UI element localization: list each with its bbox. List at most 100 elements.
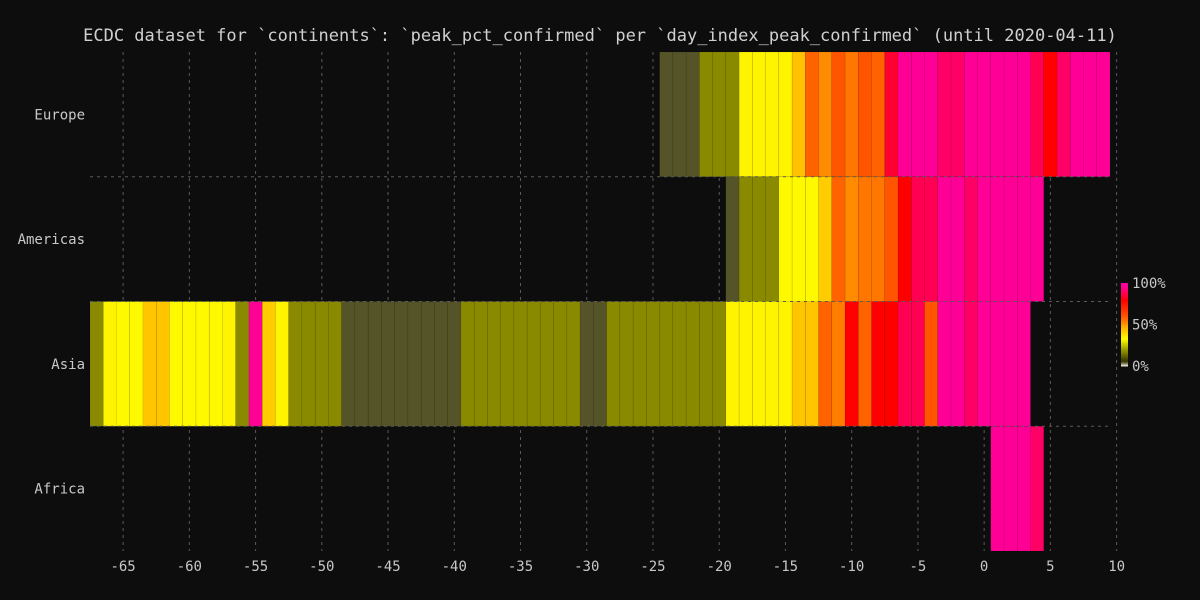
heatmap-cell — [1016, 301, 1031, 427]
heatmap-cell — [526, 301, 541, 427]
heatmap-cells — [89, 51, 1111, 552]
x-tick-label: 5 — [1046, 559, 1054, 575]
y-tick-label: Americas — [18, 232, 85, 248]
colorbar-swatch — [1121, 354, 1128, 357]
heatmap-cell — [222, 301, 237, 427]
heatmap-cell — [990, 425, 1005, 552]
colorbar-swatch — [1121, 313, 1128, 316]
heatmap-cell — [129, 301, 144, 427]
heatmap-cell — [950, 176, 965, 302]
heatmap-cell — [420, 301, 435, 427]
heatmap-cell — [990, 301, 1005, 427]
heatmap-cell — [778, 51, 793, 178]
colorbar-swatch — [1121, 328, 1128, 331]
heatmap-cell — [89, 301, 104, 427]
colorbar-swatch — [1121, 306, 1128, 309]
heatmap-cell — [884, 301, 899, 427]
colorbar-swatch — [1121, 353, 1128, 356]
heatmap-cell — [553, 301, 568, 427]
heatmap-cell — [1003, 176, 1018, 302]
heatmap-cell — [513, 301, 528, 427]
heatmap-cell — [963, 51, 978, 178]
heatmap-cell — [341, 301, 356, 427]
heatmap-cell — [884, 51, 899, 178]
heatmap-cell — [593, 301, 607, 427]
heatmap-cell — [447, 301, 462, 427]
colorbar-swatch — [1121, 323, 1128, 325]
heatmap-cell — [500, 301, 515, 427]
heatmap-cell — [791, 176, 806, 302]
heatmap-cell — [685, 51, 700, 178]
colorbar-swatch — [1121, 348, 1128, 350]
heatmap-cell — [712, 51, 727, 178]
heatmap-cell — [394, 301, 409, 427]
colorbar-swatch — [1121, 283, 1128, 285]
x-tick-label: -5 — [909, 559, 926, 575]
heatmap-cell — [261, 301, 276, 427]
heatmap-cell — [752, 301, 766, 427]
heatmap-cell — [646, 301, 660, 427]
heatmap-cell — [937, 51, 952, 178]
colorbar-swatch — [1121, 299, 1128, 302]
colorbar-swatch — [1121, 363, 1128, 366]
heatmap-cell — [275, 301, 290, 427]
heatmap-cell — [169, 301, 184, 427]
colorbar-swatch — [1121, 334, 1128, 337]
colorbar-swatch — [1121, 305, 1128, 308]
heatmap-cell — [818, 176, 833, 302]
colorbar-swatch — [1121, 294, 1128, 296]
heatmap-cell — [738, 301, 753, 427]
colorbar-swatch — [1121, 350, 1128, 353]
colorbar-swatch — [1121, 300, 1128, 303]
heatmap-cell — [765, 51, 780, 178]
colorbar-swatch — [1121, 287, 1128, 290]
heatmap-cell — [725, 301, 740, 427]
heatmap-cell — [672, 301, 687, 427]
colorbar-swatch — [1121, 284, 1128, 287]
colorbar-swatch — [1121, 285, 1128, 288]
x-tick-label: 10 — [1108, 559, 1125, 575]
heatmap-cell — [818, 51, 833, 178]
x-tick-label: -25 — [640, 559, 665, 575]
colorbar-swatch — [1121, 316, 1128, 319]
colorbar-swatch — [1121, 292, 1128, 295]
heatmap-cell — [831, 51, 846, 178]
colorbar-swatch — [1121, 320, 1128, 323]
heatmap-cell — [659, 51, 674, 178]
colorbar-swatch — [1121, 332, 1128, 335]
heatmap-cell — [142, 301, 157, 427]
heatmap-cell — [473, 301, 488, 427]
colorbar-swatch — [1121, 324, 1128, 327]
y-tick-label: Africa — [34, 482, 85, 498]
heatmap-cell — [738, 176, 753, 302]
colorbar-swatch — [1121, 310, 1128, 313]
colorbar-swatch — [1121, 289, 1128, 292]
heatmap-cell — [858, 176, 872, 302]
heatmap-cell — [778, 176, 793, 302]
heatmap-cell — [1056, 51, 1071, 178]
heatmap-cell — [606, 301, 621, 427]
colorbar-swatch — [1121, 341, 1128, 343]
x-tick-label: -20 — [707, 559, 732, 575]
colorbar-swatch — [1121, 352, 1128, 355]
colorbar-swatch — [1121, 342, 1128, 345]
colorbar-swatch — [1121, 359, 1128, 361]
heatmap-cell — [738, 51, 753, 178]
colorbar-swatch — [1121, 309, 1128, 312]
x-tick-label: -45 — [375, 559, 400, 575]
heatmap-cell — [765, 176, 780, 302]
heatmap-cell — [434, 301, 448, 427]
heatmap-cell — [1003, 51, 1018, 178]
row-separators — [90, 176, 1110, 427]
heatmap-cell — [354, 301, 369, 427]
heatmap-cell — [910, 176, 925, 302]
colorbar-swatch — [1121, 295, 1128, 298]
heatmap-cell — [195, 301, 210, 427]
heatmap-cell — [725, 176, 740, 302]
x-tick-label: -10 — [839, 559, 864, 575]
heatmap-cell — [871, 301, 886, 427]
colorbar-swatch — [1121, 330, 1128, 332]
heatmap-cell — [884, 176, 899, 302]
heatmap-cell — [977, 51, 992, 178]
heatmap-cell — [858, 301, 872, 427]
